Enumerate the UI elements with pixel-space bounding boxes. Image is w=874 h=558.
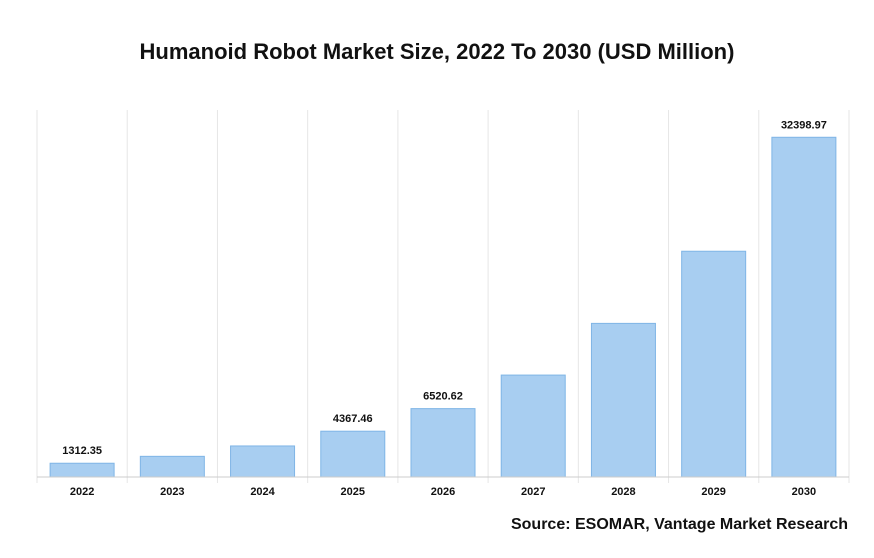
- data-label-2025: 4367.46: [333, 413, 373, 425]
- bars: [49, 136, 837, 478]
- bar-2022: [49, 462, 115, 478]
- x-tick-label-2025: 2025: [341, 486, 365, 498]
- x-tick-label-2029: 2029: [701, 486, 725, 498]
- data-label-2026: 6520.62: [423, 391, 463, 403]
- x-tick-label-2028: 2028: [611, 486, 635, 498]
- bar-2030: [771, 136, 837, 478]
- bar-2023: [139, 455, 205, 478]
- bar-2024: [230, 445, 296, 478]
- x-tick-label-2030: 2030: [792, 486, 816, 498]
- bar-2029: [681, 250, 747, 478]
- x-tick-label-2027: 2027: [521, 486, 545, 498]
- x-tick-label-2023: 2023: [160, 486, 184, 498]
- data-labels: 1312.35 4367.46 6520.62 32398.97: [62, 119, 827, 457]
- bar-2025: [320, 430, 386, 478]
- source-note: Source: ESOMAR, Vantage Market Research: [510, 516, 848, 533]
- x-tick-label-2024: 2024: [250, 486, 275, 498]
- x-axis-ticks: 2022 2023 2024 2025 2026 2027 2028 2029 2030: [70, 486, 816, 498]
- bar-2027: [500, 374, 566, 478]
- chart-title: Humanoid Robot Market Size, 2022 To 2030…: [139, 39, 735, 64]
- data-label-2030: 32398.97: [781, 119, 827, 131]
- data-label-2022: 1312.35: [62, 445, 102, 457]
- x-tick-label-2026: 2026: [431, 486, 455, 498]
- bar-2026: [410, 408, 476, 478]
- bar-2028: [590, 322, 656, 478]
- grid-lines: [36, 110, 850, 483]
- x-tick-label-2022: 2022: [70, 486, 94, 498]
